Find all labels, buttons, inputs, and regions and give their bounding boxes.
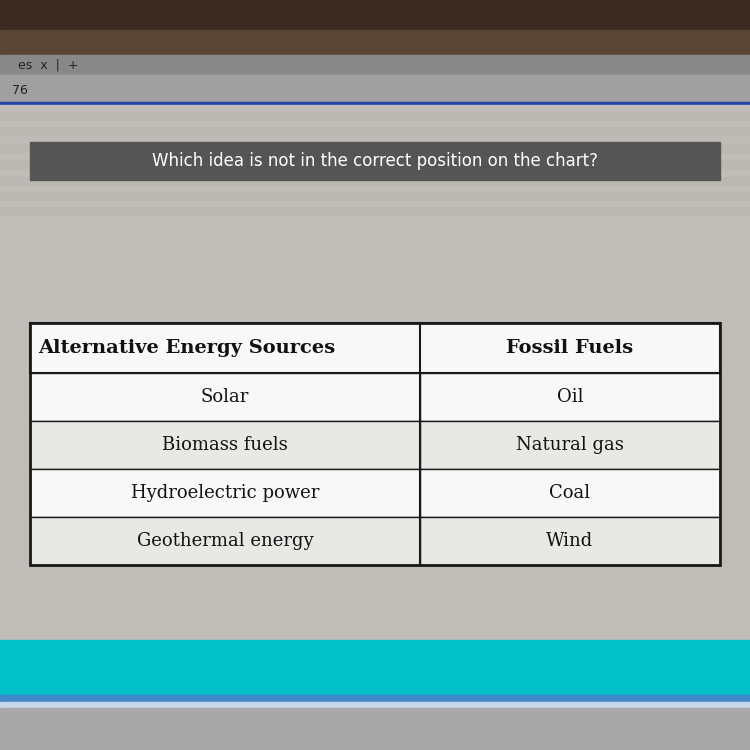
Bar [0, 105, 750, 640]
Bar [420, 469, 720, 517]
Bar [30, 323, 720, 373]
Bar [30, 142, 720, 180]
Bar [420, 373, 720, 421]
Text: Natural gas: Natural gas [516, 436, 624, 454]
Text: Which idea is not in the correct position on the chart?: Which idea is not in the correct positio… [152, 152, 598, 170]
Bar [0, 708, 750, 750]
Bar [30, 421, 420, 469]
Bar [0, 702, 750, 708]
Bar [30, 323, 720, 565]
Bar [0, 0, 750, 30]
Text: es  x  |  +: es x | + [18, 58, 79, 71]
Bar [0, 192, 750, 200]
Bar [0, 695, 750, 702]
Bar [0, 127, 750, 135]
Bar [0, 75, 750, 102]
Text: Solar: Solar [201, 388, 249, 406]
Text: Hydroelectric power: Hydroelectric power [130, 484, 319, 502]
Text: 76: 76 [12, 83, 28, 97]
Bar [0, 177, 750, 185]
Text: Biomass fuels: Biomass fuels [162, 436, 288, 454]
Bar [30, 469, 420, 517]
Text: Geothermal energy: Geothermal energy [136, 532, 314, 550]
Text: Fossil Fuels: Fossil Fuels [506, 339, 634, 357]
Bar [0, 30, 750, 55]
Bar [0, 55, 750, 75]
Text: Wind: Wind [546, 532, 593, 550]
Bar [420, 421, 720, 469]
Bar [0, 207, 750, 215]
Bar [30, 517, 420, 565]
Bar [0, 112, 750, 120]
Text: Coal: Coal [549, 484, 590, 502]
Bar [0, 160, 750, 168]
Bar [420, 517, 720, 565]
Bar [0, 102, 750, 105]
Bar [0, 640, 750, 695]
Bar [30, 373, 420, 421]
Text: Alternative Energy Sources: Alternative Energy Sources [38, 339, 335, 357]
Bar [0, 144, 750, 152]
Text: Oil: Oil [556, 388, 584, 406]
